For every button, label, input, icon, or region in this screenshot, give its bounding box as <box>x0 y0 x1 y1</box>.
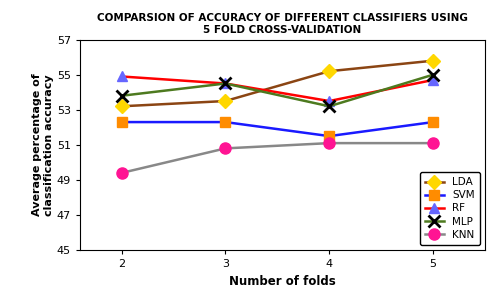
Legend: LDA, SVM, RF, MLP, KNN: LDA, SVM, RF, MLP, KNN <box>420 172 480 245</box>
X-axis label: Number of folds: Number of folds <box>229 275 336 288</box>
KNN <box>326 141 332 145</box>
LDA <box>430 59 436 63</box>
RF <box>118 75 124 78</box>
RF <box>222 82 228 85</box>
KNN <box>430 141 436 145</box>
Y-axis label: Average percentage of
classification accuracy: Average percentage of classification acc… <box>32 74 54 216</box>
LDA <box>326 69 332 73</box>
MLP <box>430 73 436 77</box>
SVM <box>326 134 332 138</box>
KNN <box>222 147 228 150</box>
Line: RF: RF <box>116 71 438 106</box>
MLP <box>326 104 332 108</box>
SVM <box>430 120 436 124</box>
Line: LDA: LDA <box>116 56 438 111</box>
Line: MLP: MLP <box>116 69 438 112</box>
KNN <box>118 171 124 175</box>
LDA <box>222 99 228 103</box>
LDA <box>118 104 124 108</box>
Line: SVM: SVM <box>117 117 438 141</box>
SVM <box>118 120 124 124</box>
Line: KNN: KNN <box>116 138 438 178</box>
MLP <box>222 82 228 85</box>
MLP <box>118 94 124 98</box>
RF <box>326 99 332 103</box>
Title: COMPARSION OF ACCURACY OF DIFFERENT CLASSIFIERS USING
5 FOLD CROSS-VALIDATION: COMPARSION OF ACCURACY OF DIFFERENT CLAS… <box>97 13 468 35</box>
SVM <box>222 120 228 124</box>
RF <box>430 78 436 82</box>
